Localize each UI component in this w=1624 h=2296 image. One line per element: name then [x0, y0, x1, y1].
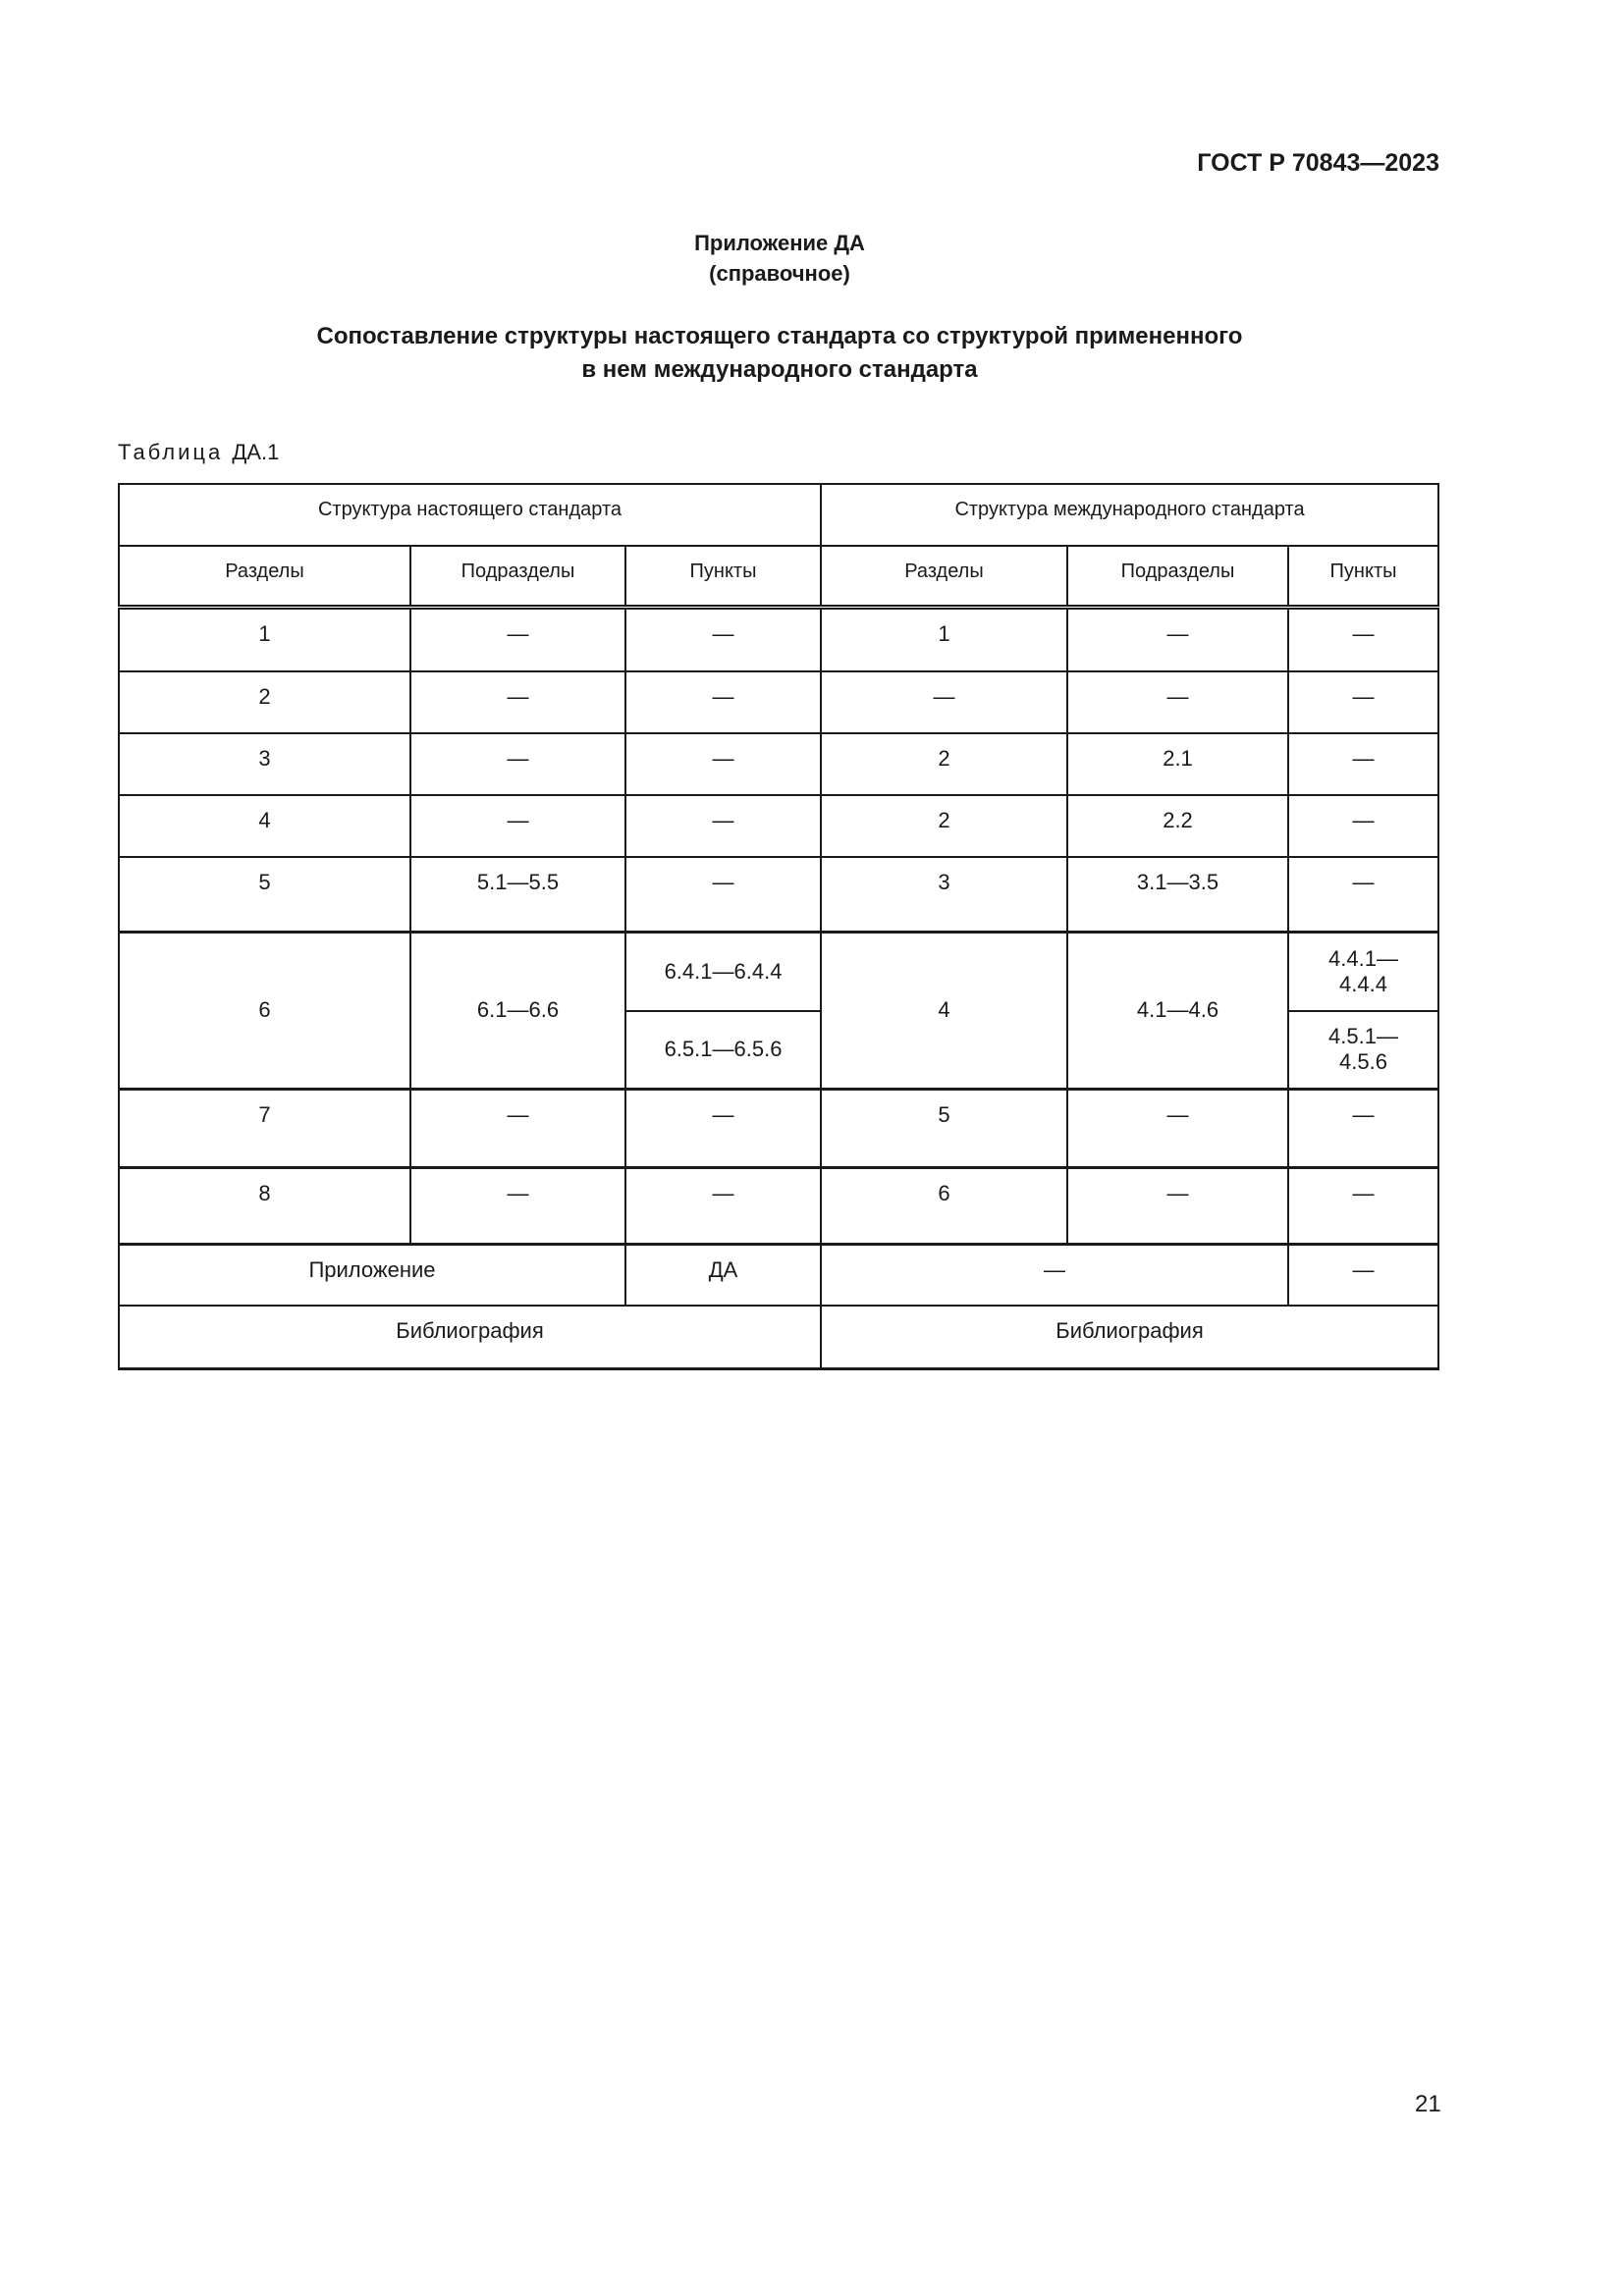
table-cell: — — [1066, 670, 1289, 734]
column-header: Подразделы — [409, 545, 626, 610]
table-cell: 5 — [118, 856, 411, 933]
table-cell: — — [409, 670, 626, 734]
table-cell: 6.5.1—6.5.6 — [624, 1010, 822, 1090]
title-line: Сопоставление структуры настоящего станд… — [316, 323, 1243, 349]
title-line: в нем международного стандарта — [581, 356, 978, 383]
table-cell: — — [624, 1165, 822, 1245]
table-cell: — — [1286, 606, 1440, 672]
table-cell: ДА — [624, 1242, 822, 1307]
table-cell: — — [1286, 1242, 1440, 1307]
table-row: 3— —2 2.1— — [118, 732, 1440, 796]
column-header-row: Разделы Подразделы Пункты Разделы Подраз… — [118, 545, 1440, 610]
table-cell: 4.4.1—4.4.4 — [1286, 930, 1440, 1012]
table-cell: — — [624, 606, 822, 672]
table-cell: 5 — [820, 1087, 1068, 1168]
group-header: Структура настоящего стандарта — [118, 483, 822, 547]
table-cell: Библиография — [819, 1305, 1440, 1369]
table-cell: 1 — [820, 606, 1068, 672]
table-cell: 2 — [820, 794, 1068, 858]
table-row: 8— —6— — — [118, 1165, 1440, 1245]
table-row: 1— —1— — — [118, 606, 1440, 672]
table-cell: 3.1—3.5 — [1066, 856, 1289, 933]
table-row: 6 6.1—6.6 6.4.1—6.4.4 4 4.1—4.6 4.4.1—4.… — [118, 930, 1440, 1090]
caption-word: Таблица — [118, 440, 224, 464]
appendix-label: Приложение ДА — [694, 231, 865, 255]
group-header: Структура международного стандарта — [819, 483, 1440, 547]
table-cell: — — [409, 732, 626, 796]
bibliography-row: Библиография Библиография — [118, 1305, 1440, 1369]
table-cell: — — [624, 856, 822, 933]
caption-number: ДА.1 — [232, 440, 280, 464]
table-cell: — — [1286, 732, 1440, 796]
table-cell: — — [624, 732, 822, 796]
table-cell: 3 — [118, 732, 411, 796]
table-cell: 5.1—5.5 — [409, 856, 626, 933]
table-cell: 6.4.1—6.4.4 — [624, 930, 822, 1012]
table-row: 2— — — — — — [118, 670, 1440, 734]
table-cell: — — [820, 670, 1068, 734]
table-cell: 2 — [820, 732, 1068, 796]
table-cell: 1 — [118, 606, 411, 672]
table-cell: — — [409, 606, 626, 672]
column-header: Пункты — [1286, 545, 1440, 610]
table-cell: 6 — [118, 930, 411, 1090]
table-row: 5 5.1—5.5—3 3.1—3.5— — [118, 856, 1440, 933]
table-cell: — — [1286, 856, 1440, 933]
table-cell: — — [1286, 1087, 1440, 1168]
column-header: Разделы — [118, 545, 411, 610]
section-title: Сопоставление структуры настоящего станд… — [0, 320, 1559, 387]
table-cell: — — [409, 1165, 626, 1245]
column-header: Пункты — [624, 545, 822, 610]
table-cell: 2.2 — [1066, 794, 1289, 858]
table-cell: — — [409, 1087, 626, 1168]
group-header-row: Структура настоящего стандарта Структура… — [118, 483, 1440, 547]
appendix-row: Приложение ДА — — — [118, 1242, 1440, 1307]
column-header: Подразделы — [1066, 545, 1289, 610]
table-cell: 4 — [118, 794, 411, 858]
table-cell: — — [624, 670, 822, 734]
appendix-type: (справочное) — [709, 261, 850, 286]
table-cell: 4 — [820, 930, 1068, 1090]
table-cell: — — [1066, 1165, 1289, 1245]
table-cell: 4.1—4.6 — [1066, 930, 1289, 1090]
document-code: ГОСТ Р 70843—2023 — [1197, 149, 1439, 177]
table-cell: 2.1 — [1066, 732, 1289, 796]
table-cell: Библиография — [118, 1305, 822, 1369]
table-cell: — — [624, 794, 822, 858]
table-cell: 6.1—6.6 — [409, 930, 626, 1090]
table-cell: — — [1066, 606, 1289, 672]
table-cell: 3 — [820, 856, 1068, 933]
table-row: 6.5.1—6.5.6 4.5.1—4.5.6 — [119, 1010, 1440, 1090]
appendix-heading: Приложение ДА (справочное) — [0, 228, 1559, 289]
table-cell: — — [624, 1087, 822, 1168]
table-cell: — — [1066, 1087, 1289, 1168]
table-caption: Таблица ДА.1 — [118, 440, 279, 465]
table-cell: 7 — [118, 1087, 411, 1168]
table-row: 7— —5— — — [118, 1087, 1440, 1168]
table-cell: Приложение — [118, 1242, 626, 1307]
table-row: 4— —2 2.2— — [118, 794, 1440, 858]
table-cell: 8 — [118, 1165, 411, 1245]
table-cell: — — [1286, 794, 1440, 858]
column-header: Разделы — [820, 545, 1068, 610]
structure-comparison-table: Структура настоящего стандарта Структура… — [118, 483, 1440, 1370]
table-cell: — — [409, 794, 626, 858]
table-cell: 6 — [820, 1165, 1068, 1245]
table-cell: — — [1286, 1165, 1440, 1245]
table-cell: — — [1286, 670, 1440, 734]
page-number: 21 — [1415, 2091, 1441, 2117]
table-cell: 2 — [118, 670, 411, 734]
table-cell: — — [820, 1242, 1289, 1307]
table-cell: 4.5.1—4.5.6 — [1286, 1010, 1440, 1090]
